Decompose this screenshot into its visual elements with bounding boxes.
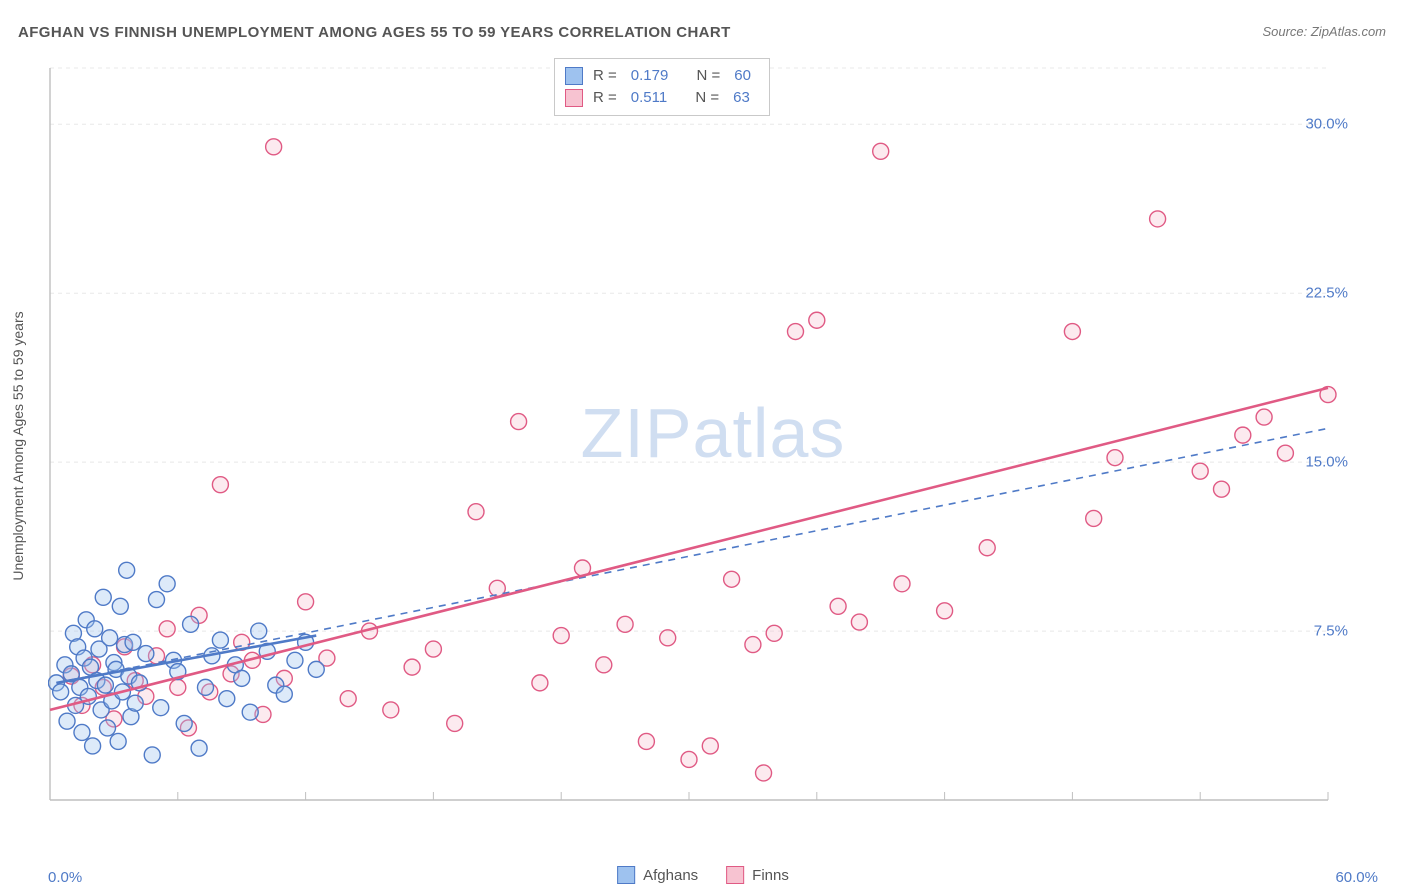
y-tick-label: 15.0% — [1305, 454, 1348, 471]
y-tick-label: 30.0% — [1305, 116, 1348, 133]
y-axis-label-wrap: Unemployment Among Ages 55 to 59 years — [6, 0, 30, 892]
swatch-afghans — [565, 67, 583, 85]
y-tick-label: 22.5% — [1305, 285, 1348, 302]
y-tick-label: 7.5% — [1314, 623, 1348, 640]
n-value-finns: 63 — [733, 87, 750, 109]
legend-item-afghans: Afghans — [617, 866, 698, 884]
swatch-finns — [565, 89, 583, 107]
r-value-afghans: 0.179 — [631, 65, 669, 87]
legend-swatch-afghans — [617, 866, 635, 884]
x-max-label: 60.0% — [1335, 869, 1378, 886]
legend-label-afghans: Afghans — [643, 867, 698, 884]
n-value-afghans: 60 — [734, 65, 751, 87]
chart-title: AFGHAN VS FINNISH UNEMPLOYMENT AMONG AGE… — [18, 24, 731, 41]
n-label: N = — [695, 87, 719, 109]
n-label: N = — [696, 65, 720, 87]
source-label: Source: ZipAtlas.com — [1262, 24, 1386, 39]
r-value-finns: 0.511 — [631, 87, 667, 109]
stats-row-finns: R = 0.511 N = 63 — [565, 87, 755, 109]
chart-svg — [48, 60, 1378, 830]
r-label: R = — [593, 65, 617, 87]
series-legend: Afghans Finns — [617, 866, 789, 884]
stats-legend: R = 0.179 N = 60 R = 0.511 N = 63 — [554, 58, 770, 116]
x-min-label: 0.0% — [48, 869, 82, 886]
legend-item-finns: Finns — [726, 866, 789, 884]
legend-swatch-finns — [726, 866, 744, 884]
y-axis-label: Unemployment Among Ages 55 to 59 years — [10, 311, 26, 580]
plot-area: ZIPatlas 7.5%15.0%22.5%30.0% — [48, 60, 1378, 830]
legend-label-finns: Finns — [752, 867, 789, 884]
stats-row-afghans: R = 0.179 N = 60 — [565, 65, 755, 87]
r-label: R = — [593, 87, 617, 109]
